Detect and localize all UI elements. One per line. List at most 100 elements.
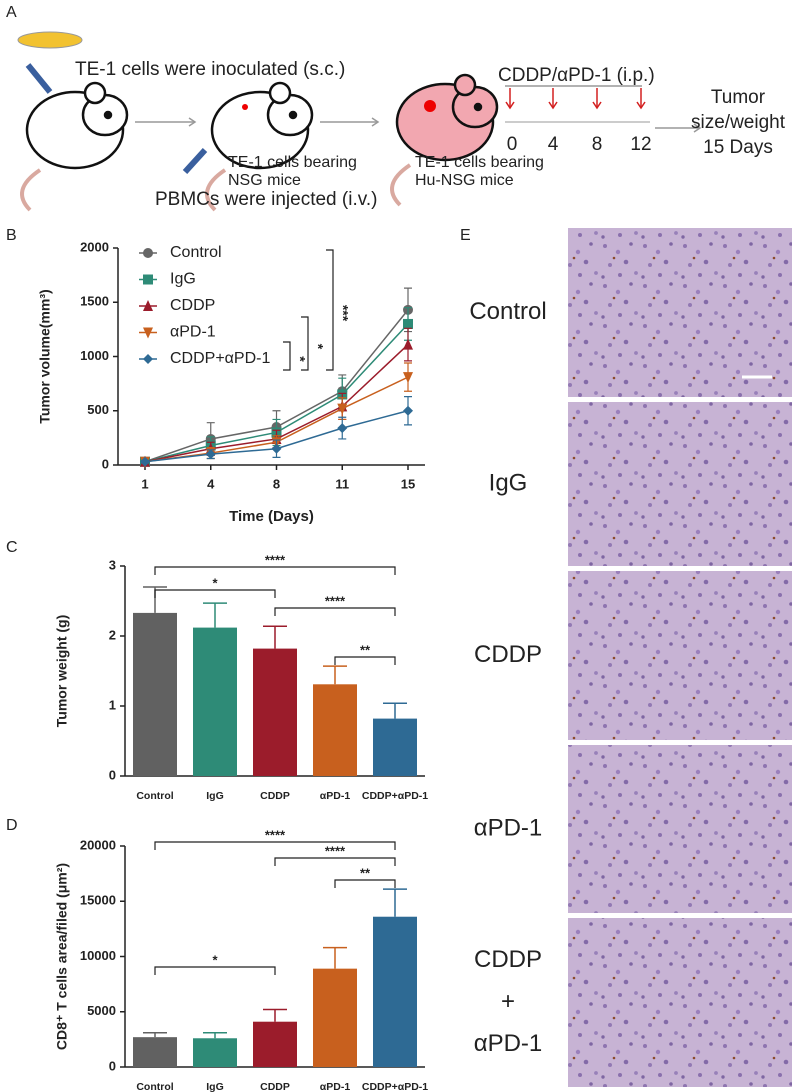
marker: [337, 423, 348, 434]
y-tick-label: 15000: [80, 893, 116, 908]
row-label: CDDP: [474, 641, 542, 668]
step-text: PBMCs were injected (i.v.): [155, 189, 377, 210]
error-bar: [383, 702, 407, 719]
bar: [373, 718, 417, 776]
significance-bracket: [334, 879, 396, 888]
significance-label: ****: [325, 843, 346, 858]
y-tick-label: 1: [109, 697, 116, 712]
x-tick-label: αPD-1: [320, 1081, 351, 1092]
y-tick-label: 0: [102, 456, 109, 471]
y-tick-label: 2000: [80, 239, 109, 254]
significance-label: ****: [265, 552, 286, 567]
y-tick-label: 0: [109, 767, 116, 782]
y-axis-title: Tumor volume(mm³): [37, 289, 53, 423]
significance-bracket: [274, 607, 396, 616]
endpoint-text: size/weight: [691, 112, 786, 133]
panel-label: C: [6, 539, 18, 556]
marker: [403, 372, 413, 384]
mouse: [20, 81, 129, 212]
x-tick-label: IgG: [206, 790, 224, 802]
x-tick-label: 1: [141, 476, 148, 491]
significance-bracket: [154, 566, 396, 575]
error-bar: [383, 888, 407, 917]
petri-dish: [17, 31, 83, 49]
ihc-image: [568, 228, 792, 397]
marker: [143, 300, 153, 311]
marker: [403, 338, 413, 350]
x-tick-label: 4: [207, 476, 215, 491]
y-tick-label: 0: [109, 1058, 116, 1073]
significance-bracket: [154, 589, 276, 598]
marker: [271, 443, 282, 454]
x-tick-label: CDDP: [260, 790, 290, 802]
bar: [313, 968, 357, 1067]
x-tick-label: IgG: [206, 1081, 224, 1092]
error-bar: [263, 625, 287, 649]
y-axis-title: Tumor weight (g): [54, 615, 70, 728]
row-label: αPD-1: [474, 1030, 543, 1057]
day-label: 12: [630, 134, 651, 155]
y-tick-label: 10000: [80, 948, 116, 963]
panel-e: Control IgG CDDP αPD-1 CDDP + αPD-1: [469, 228, 792, 1087]
mouse: [205, 81, 314, 212]
marker: [143, 248, 153, 258]
syringe: [25, 63, 53, 94]
significance-bracket: [301, 316, 309, 371]
y-tick-label: 1000: [80, 348, 109, 363]
error-bar: [143, 1031, 167, 1038]
x-tick-label: 15: [401, 476, 415, 491]
panel-label: D: [6, 817, 18, 834]
y-tick-label: 5000: [87, 1003, 116, 1018]
legend-label: IgG: [170, 271, 196, 288]
significance-bracket: [154, 841, 396, 850]
error-bar: [323, 946, 347, 969]
significance-label: *: [310, 344, 326, 350]
marker: [143, 274, 153, 285]
ihc-image: [568, 571, 792, 740]
x-tick-label: CDDP: [260, 1081, 290, 1092]
x-tick-label: CDDP+αPD-1: [362, 1081, 428, 1092]
mouse: [390, 73, 499, 207]
ihc-image: [568, 745, 792, 913]
row-label: +: [501, 988, 515, 1015]
x-axis-title: Time (Days): [229, 508, 314, 525]
step-text: CDDP/αPD-1 (i.p.): [498, 65, 655, 86]
legend-label: αPD-1: [170, 324, 216, 341]
row-label: αPD-1: [474, 814, 543, 841]
row-label: IgG: [489, 469, 528, 496]
x-tick-label: 11: [335, 476, 349, 491]
error-bar: [203, 602, 227, 628]
panel-label: B: [6, 227, 17, 244]
significance-label: *: [212, 575, 218, 590]
dose-arrow: [505, 88, 646, 110]
legend-label: CDDP+αPD-1: [170, 350, 270, 367]
panel-label: E: [460, 227, 471, 244]
endpoint-text: 15 Days: [703, 137, 773, 158]
x-tick-label: 8: [273, 476, 280, 491]
day-label: 4: [548, 134, 559, 155]
bar: [193, 1038, 237, 1067]
endpoint-text: Tumor: [711, 87, 766, 108]
panel-label: A: [6, 4, 17, 21]
y-tick-label: 20000: [80, 837, 116, 852]
step-text: NSG mice: [228, 172, 301, 189]
error-bar: [323, 665, 347, 685]
bar: [253, 1021, 297, 1067]
marker: [205, 449, 216, 460]
syringe: [182, 147, 208, 175]
y-axis-title: CD8⁺ T cells area/filed (μm²): [54, 863, 70, 1050]
legend-label: Control: [170, 244, 222, 261]
step-text: TE-1 cells bearing: [415, 154, 544, 171]
significance-label: ****: [265, 827, 286, 842]
bar: [193, 627, 237, 776]
y-tick-label: 500: [87, 402, 109, 417]
y-tick-label: 1500: [80, 294, 109, 309]
bar: [253, 648, 297, 776]
bar: [373, 916, 417, 1067]
marker: [403, 405, 413, 416]
significance-bracket: [334, 656, 396, 665]
step-text: TE-1 cells bearing: [228, 154, 357, 171]
marker: [143, 327, 153, 339]
